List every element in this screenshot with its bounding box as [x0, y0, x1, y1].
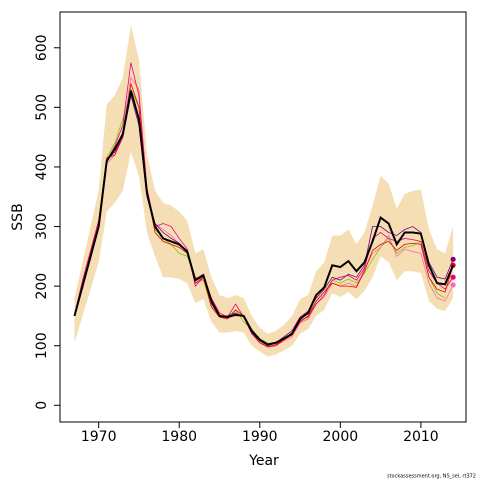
x-tick-label: 2000	[323, 429, 359, 445]
x-tick-label: 1970	[81, 429, 117, 445]
x-tick-label: 1980	[161, 429, 197, 445]
series-line	[73, 90, 455, 346]
series-line	[74, 83, 454, 348]
y-tick-label: 600	[34, 34, 50, 61]
x-tick-label: 2010	[403, 429, 439, 445]
plot-frame	[59, 11, 467, 423]
x-tick-label: 1990	[242, 429, 278, 445]
y-tick-label: 200	[34, 273, 50, 300]
y-tick-label: 100	[34, 332, 50, 359]
x-axis-label: Year	[248, 453, 279, 469]
end-point	[450, 256, 456, 262]
y-tick-label: 0	[34, 401, 50, 410]
series-line	[74, 95, 454, 347]
y-tick-label: 500	[34, 94, 50, 121]
y-axis-label: SSB	[10, 203, 26, 230]
end-point	[450, 274, 456, 280]
y-tick-label: 400	[34, 154, 50, 181]
end-point	[450, 282, 456, 288]
footnote: stockassessment.org, NS_sel, rt372	[387, 474, 476, 480]
y-tick-label: 300	[34, 213, 50, 240]
